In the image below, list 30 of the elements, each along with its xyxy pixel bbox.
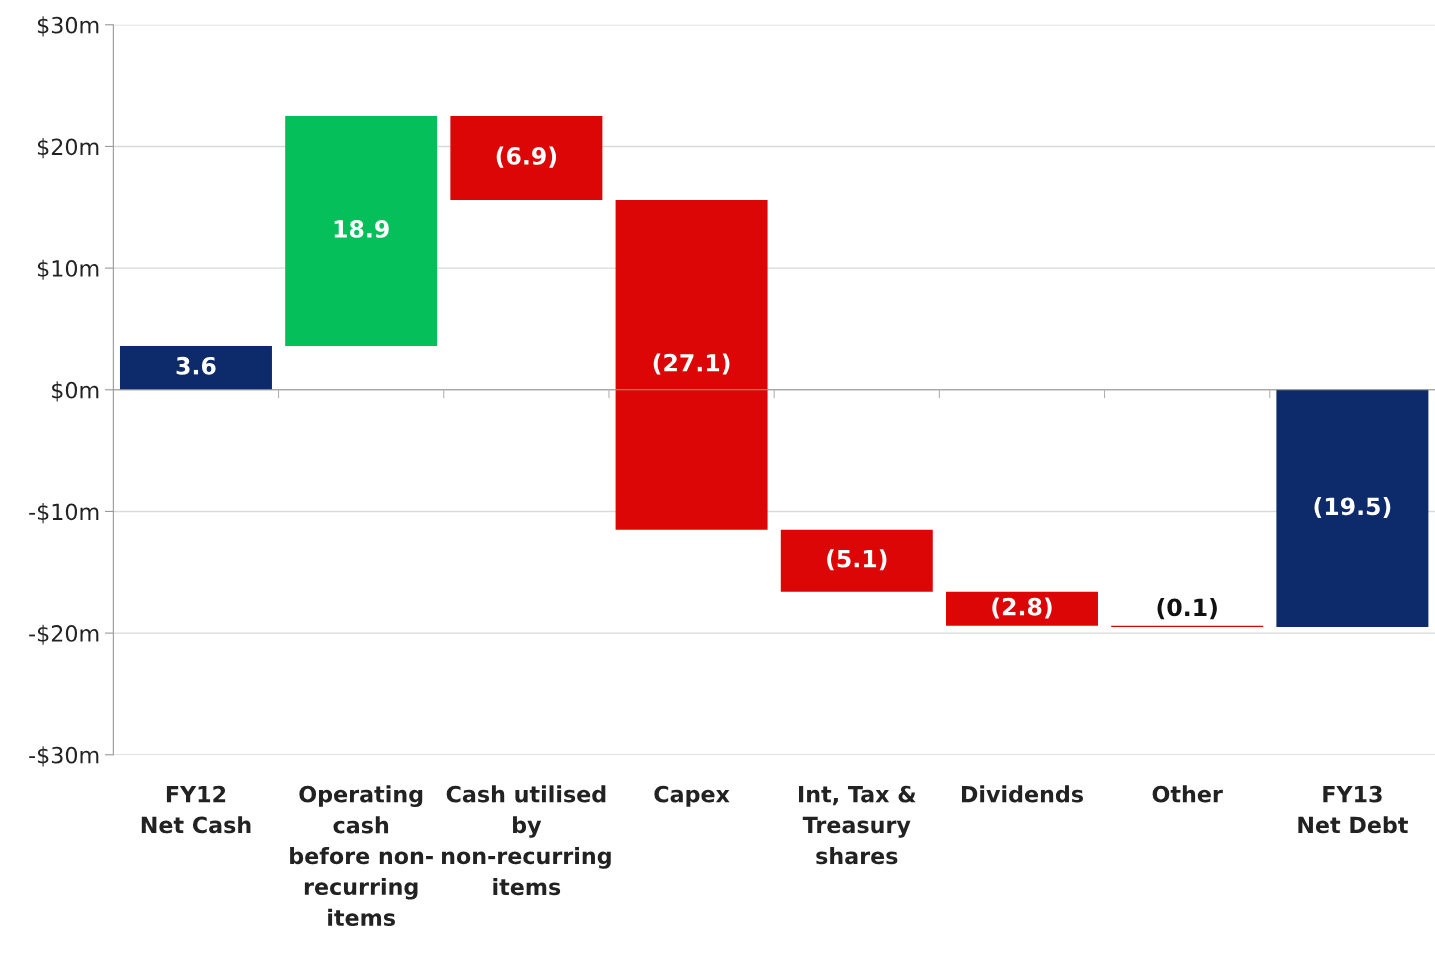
- data-label: (5.1): [827, 549, 887, 571]
- x-tick-label: FY13 Net Debt: [1298, 785, 1408, 834]
- x-tick-label: Operating cash before non- recurring items: [290, 785, 433, 927]
- data-label: (6.9): [496, 146, 557, 168]
- bar: [780, 529, 933, 592]
- bar: [615, 199, 768, 530]
- data-label: 3.6: [176, 356, 216, 375]
- data-label: (19.5): [1314, 497, 1391, 519]
- bar: [119, 345, 272, 390]
- x-tick-label: Capex: [654, 785, 730, 807]
- y-tick-label: $0m: [52, 381, 99, 402]
- bar: [1276, 389, 1429, 628]
- y-tick-label: $10m: [37, 259, 99, 280]
- y-tick-label: -$20m: [29, 624, 99, 645]
- x-tick-label: Dividends: [961, 785, 1083, 803]
- y-tick-label: -$10m: [29, 503, 99, 524]
- x-tick-label: FY12 Net Cash: [141, 785, 251, 834]
- x-tick-label: Cash utilised by non-recurring items: [442, 785, 611, 896]
- data-label: (27.1): [653, 353, 730, 375]
- data-label: (0.1): [1157, 598, 1217, 620]
- bar: [946, 591, 1098, 626]
- y-tick-label: -$30m: [29, 746, 99, 767]
- data-label: (2.8): [992, 597, 1052, 619]
- y-tick-label: $30m: [37, 16, 99, 37]
- x-tick-label: Other: [1152, 785, 1223, 803]
- y-tick-label: $20m: [37, 138, 99, 159]
- bar: [450, 116, 603, 200]
- bar: [285, 116, 438, 346]
- data-label: 18.9: [334, 219, 389, 238]
- x-tick-label: Int, Tax & Treasury shares: [799, 785, 916, 865]
